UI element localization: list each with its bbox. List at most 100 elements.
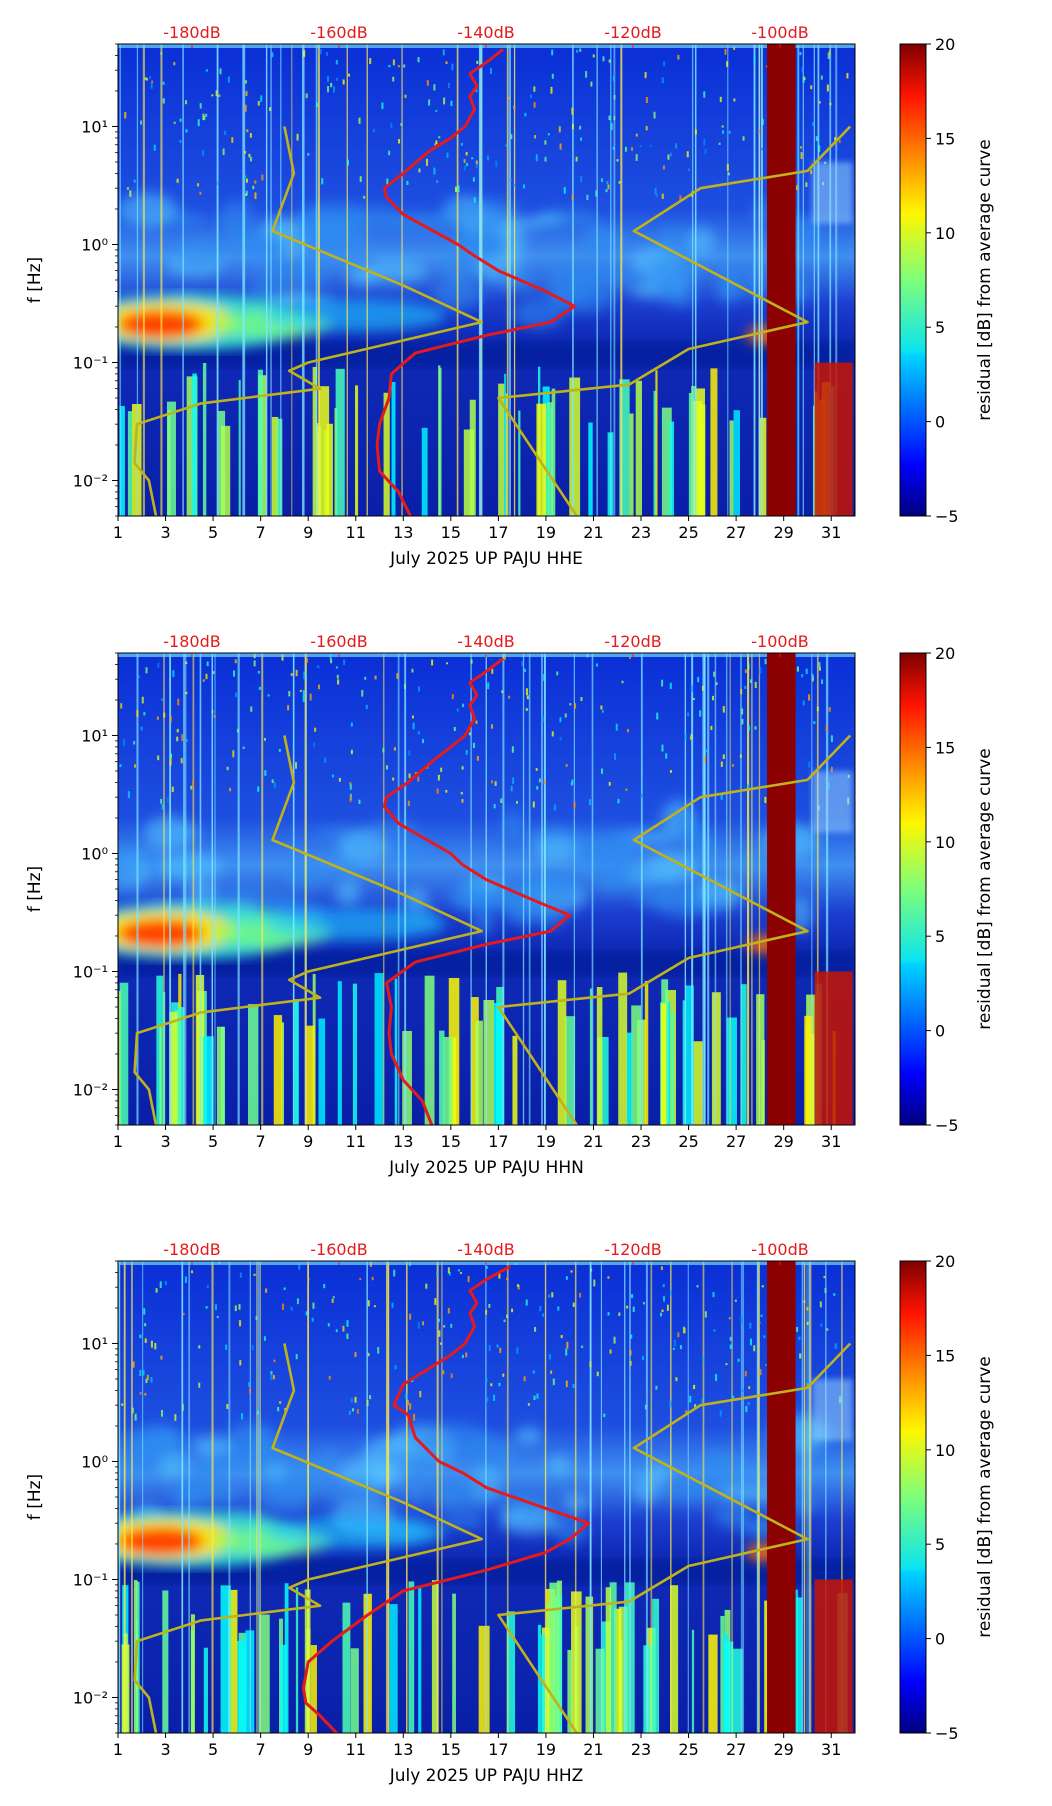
spectrogram-area bbox=[118, 44, 855, 516]
colorbar-tick-label: −5 bbox=[935, 1724, 959, 1743]
x-tick-label: 9 bbox=[303, 1740, 313, 1759]
x-tick-label: 29 bbox=[773, 1132, 793, 1151]
late-month-red-wedge bbox=[814, 1579, 853, 1733]
panel-3: 1 3 5 7 9 11 13 15 17 19 21 23 25 27 29 3110¹10⁰10⁻¹10⁻… bbox=[25, 1240, 995, 1786]
x-tick-label: 31 bbox=[821, 523, 841, 542]
red-curve bbox=[375, 48, 576, 516]
top-db-label: -160dB bbox=[310, 23, 367, 42]
colorbar-tick-label: 20 bbox=[935, 644, 955, 663]
y-tick-label: 10⁻¹ bbox=[73, 1570, 108, 1589]
late-month-red-wedge bbox=[814, 362, 853, 516]
high-frequency-speckle bbox=[124, 46, 849, 203]
colorbar-tick-label: 0 bbox=[935, 413, 945, 432]
colorbar-tick-label: 15 bbox=[935, 738, 955, 757]
x-tick-label: 31 bbox=[821, 1740, 841, 1759]
y-tick-label: 10⁰ bbox=[81, 844, 108, 863]
high-frequency-speckle bbox=[121, 1261, 842, 1421]
top-db-label: -120dB bbox=[604, 23, 661, 42]
x-tick-label: 23 bbox=[631, 523, 651, 542]
x-tick-label: 21 bbox=[583, 1740, 603, 1759]
y-tick-label: 10⁰ bbox=[81, 235, 108, 254]
olive-curve-right bbox=[497, 125, 852, 516]
olive-curve-left bbox=[133, 126, 483, 516]
colorbar-gradient bbox=[899, 652, 927, 1126]
y-tick-label: 10¹ bbox=[81, 726, 108, 745]
x-tick-label: 19 bbox=[536, 1740, 556, 1759]
x-tick-label: 19 bbox=[536, 523, 556, 542]
x-tick-label: 17 bbox=[488, 1132, 508, 1151]
colorbar-tick-label: 5 bbox=[935, 927, 945, 946]
y-tick-label: 10⁰ bbox=[81, 1452, 108, 1471]
x-tick-label: 27 bbox=[726, 1740, 746, 1759]
y-tick-label: 10⁻² bbox=[73, 1080, 108, 1099]
olive-curve-left bbox=[133, 1343, 483, 1733]
colorbar-label: residual [dB] from average curve bbox=[975, 1356, 995, 1637]
x-tick-label: 7 bbox=[256, 523, 266, 542]
colorbar-label: residual [dB] from average curve bbox=[975, 748, 995, 1029]
top-db-label: -120dB bbox=[604, 1240, 661, 1259]
x-tick-label: 1 bbox=[113, 1132, 123, 1151]
x-tick-label: 3 bbox=[160, 1740, 170, 1759]
x-tick-label: 11 bbox=[346, 1132, 366, 1151]
colorbar: 20 15 10 5 0 −5 residual [dB] from average cur… bbox=[899, 35, 995, 526]
x-tick-label: 1 bbox=[113, 1740, 123, 1759]
colorbar-tick-label: 20 bbox=[935, 1252, 955, 1271]
panel-2: 1 3 5 7 9 11 13 15 17 19 21 23 25 27 29 3110¹10⁰10⁻¹10⁻… bbox=[25, 632, 995, 1178]
y-tick-label: 10⁻¹ bbox=[73, 353, 108, 372]
top-db-label: -180dB bbox=[163, 1240, 220, 1259]
x-tick-label: 25 bbox=[678, 1132, 698, 1151]
x-tick-label: 13 bbox=[393, 523, 413, 542]
colorbar-tick-label: 10 bbox=[935, 224, 955, 243]
x-tick-label: 17 bbox=[488, 523, 508, 542]
top-db-label: -100dB bbox=[751, 1240, 808, 1259]
colorbar-tick-label: 0 bbox=[935, 1630, 945, 1649]
top-db-label: -100dB bbox=[751, 632, 808, 651]
top-db-label: -140dB bbox=[457, 23, 514, 42]
y-axis-title: f [Hz] bbox=[25, 1474, 45, 1520]
y-tick-label: 10⁻² bbox=[73, 471, 108, 490]
colorbar: 20 15 10 5 0 −5 residual [dB] from average cur… bbox=[899, 1252, 995, 1743]
colorbar-tick-label: 15 bbox=[935, 1346, 955, 1365]
y-tick-label: 10⁻² bbox=[73, 1688, 108, 1707]
panel-1: 1 3 5 7 9 11 13 15 17 19 21 23 25 27 29 3110¹10⁰10⁻¹10⁻… bbox=[25, 23, 995, 569]
top-db-label: -180dB bbox=[163, 632, 220, 651]
colorbar-tick-label: 15 bbox=[935, 129, 955, 148]
x-tick-label: 27 bbox=[726, 523, 746, 542]
saturated-data-gap bbox=[767, 1261, 796, 1733]
late-month-red-wedge bbox=[814, 971, 853, 1125]
x-tick-label: 5 bbox=[208, 523, 218, 542]
microseism-hotspot bbox=[118, 1511, 783, 1568]
x-axis-title: July 2025 UP PAJU HHZ bbox=[389, 1766, 584, 1786]
x-tick-label: 23 bbox=[631, 1740, 651, 1759]
transient-lines bbox=[118, 1261, 843, 1733]
x-tick-label: 19 bbox=[536, 1132, 556, 1151]
x-tick-label: 29 bbox=[773, 523, 793, 542]
top-db-label: -180dB bbox=[163, 23, 220, 42]
x-tick-label: 9 bbox=[303, 523, 313, 542]
transient-lines bbox=[119, 44, 838, 516]
y-tick-label: 10¹ bbox=[81, 1334, 108, 1353]
colorbar-label: residual [dB] from average curve bbox=[975, 139, 995, 420]
x-tick-label: 17 bbox=[488, 1740, 508, 1759]
x-tick-label: 9 bbox=[303, 1132, 313, 1151]
top-db-label: -160dB bbox=[310, 1240, 367, 1259]
red-curve bbox=[382, 657, 572, 1125]
colorbar-tick-label: 20 bbox=[935, 35, 955, 54]
x-tick-label: 5 bbox=[208, 1132, 218, 1151]
saturated-data-gap bbox=[767, 653, 796, 1125]
x-tick-label: 23 bbox=[631, 1132, 651, 1151]
y-tick-label: 10⁻¹ bbox=[73, 962, 108, 981]
olive-curve-right bbox=[497, 734, 852, 1125]
colorbar-gradient bbox=[899, 43, 927, 517]
x-tick-label: 13 bbox=[393, 1132, 413, 1151]
y-tick-label: 10¹ bbox=[81, 117, 108, 136]
x-tick-label: 11 bbox=[346, 1740, 366, 1759]
colorbar-gradient bbox=[899, 1260, 927, 1734]
colorbar: 20 15 10 5 0 −5 residual [dB] from average cur… bbox=[899, 644, 995, 1135]
x-tick-label: 15 bbox=[441, 1132, 461, 1151]
spectrogram-area bbox=[118, 653, 855, 1125]
saturated-data-gap bbox=[767, 44, 796, 516]
colorbar-tick-label: 10 bbox=[935, 1441, 955, 1460]
x-tick-label: 1 bbox=[113, 523, 123, 542]
